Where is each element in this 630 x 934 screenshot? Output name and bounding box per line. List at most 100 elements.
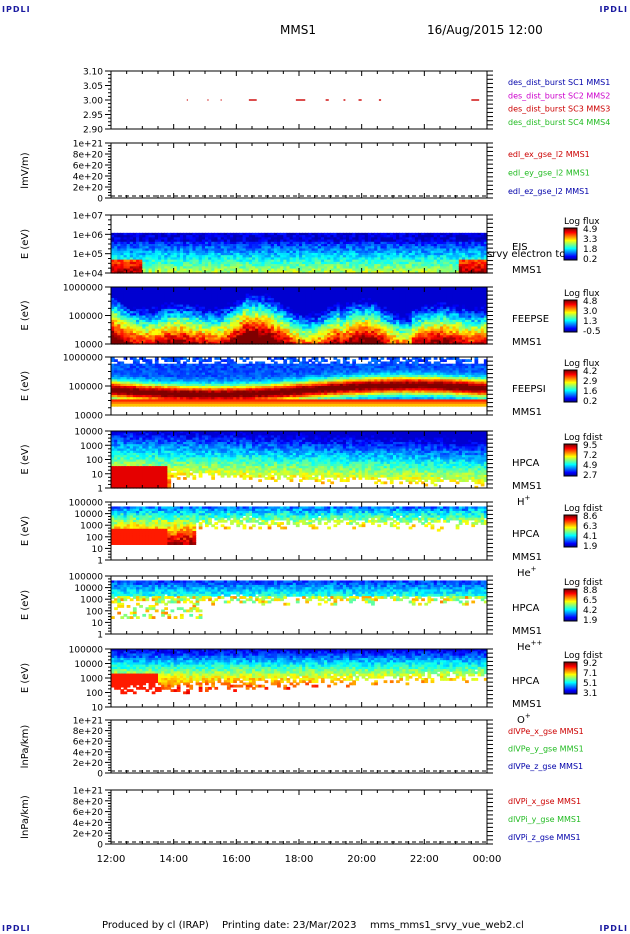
spectrogram-cell (355, 244, 360, 247)
spectrogram-cell (292, 306, 297, 310)
spectrogram-cell (258, 322, 262, 325)
spectrogram-cell (248, 239, 253, 243)
spectrogram-cell (186, 300, 190, 303)
spectrogram-cell (468, 232, 472, 236)
spectrogram-cell (239, 337, 244, 341)
spectrogram-cell (195, 306, 200, 310)
spectrogram-cell (236, 291, 241, 295)
spectrogram-cell (226, 264, 231, 267)
spectrogram-cell (273, 232, 278, 236)
spectrogram-cell (358, 326, 363, 330)
spectrogram-cell (358, 255, 363, 258)
spectrogram-cell (123, 264, 128, 267)
spectrogram-cell (458, 252, 463, 256)
spectrogram-cell (352, 266, 356, 270)
spectrogram-cell (205, 339, 209, 343)
spectrogram-cell (273, 341, 278, 345)
y-tick-label: 6e+20 (73, 808, 104, 818)
spectrogram-cell (208, 264, 212, 267)
spectrogram-cell (189, 235, 194, 238)
spectrogram-cell (223, 289, 228, 292)
spectrogram-cell (170, 341, 175, 345)
spectrogram-cell (230, 308, 234, 312)
spectrogram-cell (136, 259, 140, 263)
spectrogram-cell (120, 302, 125, 306)
spectrogram-cell (145, 246, 150, 250)
spectrogram-cell (402, 237, 407, 241)
spectrogram-cell (258, 244, 262, 247)
spectrogram-cell (201, 241, 206, 245)
spectrogram-cell (299, 241, 303, 245)
spectrogram-cell (299, 255, 303, 258)
spectrogram-cell (302, 339, 306, 343)
spectrogram-cell (383, 248, 388, 252)
spectrogram-cell (148, 264, 153, 267)
spectrogram-cell (132, 335, 137, 339)
spectrogram-cell (292, 330, 297, 334)
spectrogram-cell (236, 244, 241, 247)
spectrogram-cell (289, 306, 294, 310)
spectrogram-cell (411, 250, 416, 254)
spectrogram-cell (411, 261, 416, 265)
spectrogram-cell (261, 264, 266, 267)
spectrogram-cell (352, 239, 356, 243)
spectrogram-cell (120, 235, 125, 238)
spectrogram-cell (198, 335, 203, 339)
spectrogram-cell (205, 322, 209, 325)
spectrogram-cell (161, 313, 165, 317)
spectrogram-cell (380, 239, 385, 243)
spectrogram-cell (111, 319, 115, 323)
spectrogram-cell (299, 328, 303, 332)
spectrogram-cell (132, 322, 137, 325)
spectrogram-cell (367, 339, 372, 343)
spectrogram-cell (468, 246, 472, 250)
spectrogram-cell (305, 304, 309, 308)
spectrogram-cell (205, 326, 209, 330)
spectrogram-cell (239, 330, 244, 334)
y-tick-label: 0 (97, 770, 103, 780)
spectrogram-cell (346, 270, 350, 274)
spectrogram-cell (421, 250, 425, 254)
spectrogram-cell (132, 244, 137, 247)
spectrogram-cell (211, 293, 215, 297)
spectrogram-cell (176, 232, 181, 236)
spectrogram-cell (283, 300, 288, 303)
spectrogram-cell (139, 257, 143, 261)
spectrogram-cell (358, 252, 363, 256)
spectrogram-cell (195, 239, 200, 243)
spectrogram-cell (342, 300, 347, 303)
spectrogram-cell (270, 259, 275, 263)
spectrogram-cell (421, 239, 425, 243)
spectrogram-cell (129, 300, 134, 303)
spectrogram-cell (123, 235, 128, 238)
spectrogram-cell (245, 241, 250, 245)
spectrogram-cell (151, 239, 156, 243)
spectrogram-cell (226, 259, 231, 263)
spectrogram-cell (139, 324, 143, 328)
spectrogram-cell (333, 248, 338, 252)
spectrogram-cell (414, 268, 419, 272)
spectrogram-cell (264, 237, 269, 241)
spectrogram-cell (205, 259, 209, 263)
spectrogram-cell (330, 239, 335, 243)
spectrogram-cell (145, 252, 150, 256)
spectrogram-cell (367, 306, 372, 310)
spectrogram-cell (192, 248, 197, 252)
spectrogram-cell (120, 250, 125, 254)
spectrogram-cell (443, 248, 447, 252)
spectrogram-cell (295, 315, 300, 319)
spectrogram-cell (248, 322, 253, 325)
spectrogram-cell (129, 326, 134, 330)
spectrogram-cell (145, 322, 150, 325)
spectrogram-cell (295, 306, 300, 310)
spectrogram-cell (158, 326, 162, 330)
spectrogram-cell (314, 237, 319, 241)
spectrogram-cell (164, 335, 168, 339)
spectrogram-cell (358, 315, 363, 319)
spectrogram-cell (164, 313, 168, 317)
spectrogram-cell (396, 268, 400, 272)
spectrogram-cell (164, 324, 168, 328)
spectrogram-cell (136, 304, 140, 308)
spectrogram-cell (289, 341, 294, 345)
spectrogram-cell (230, 328, 234, 332)
